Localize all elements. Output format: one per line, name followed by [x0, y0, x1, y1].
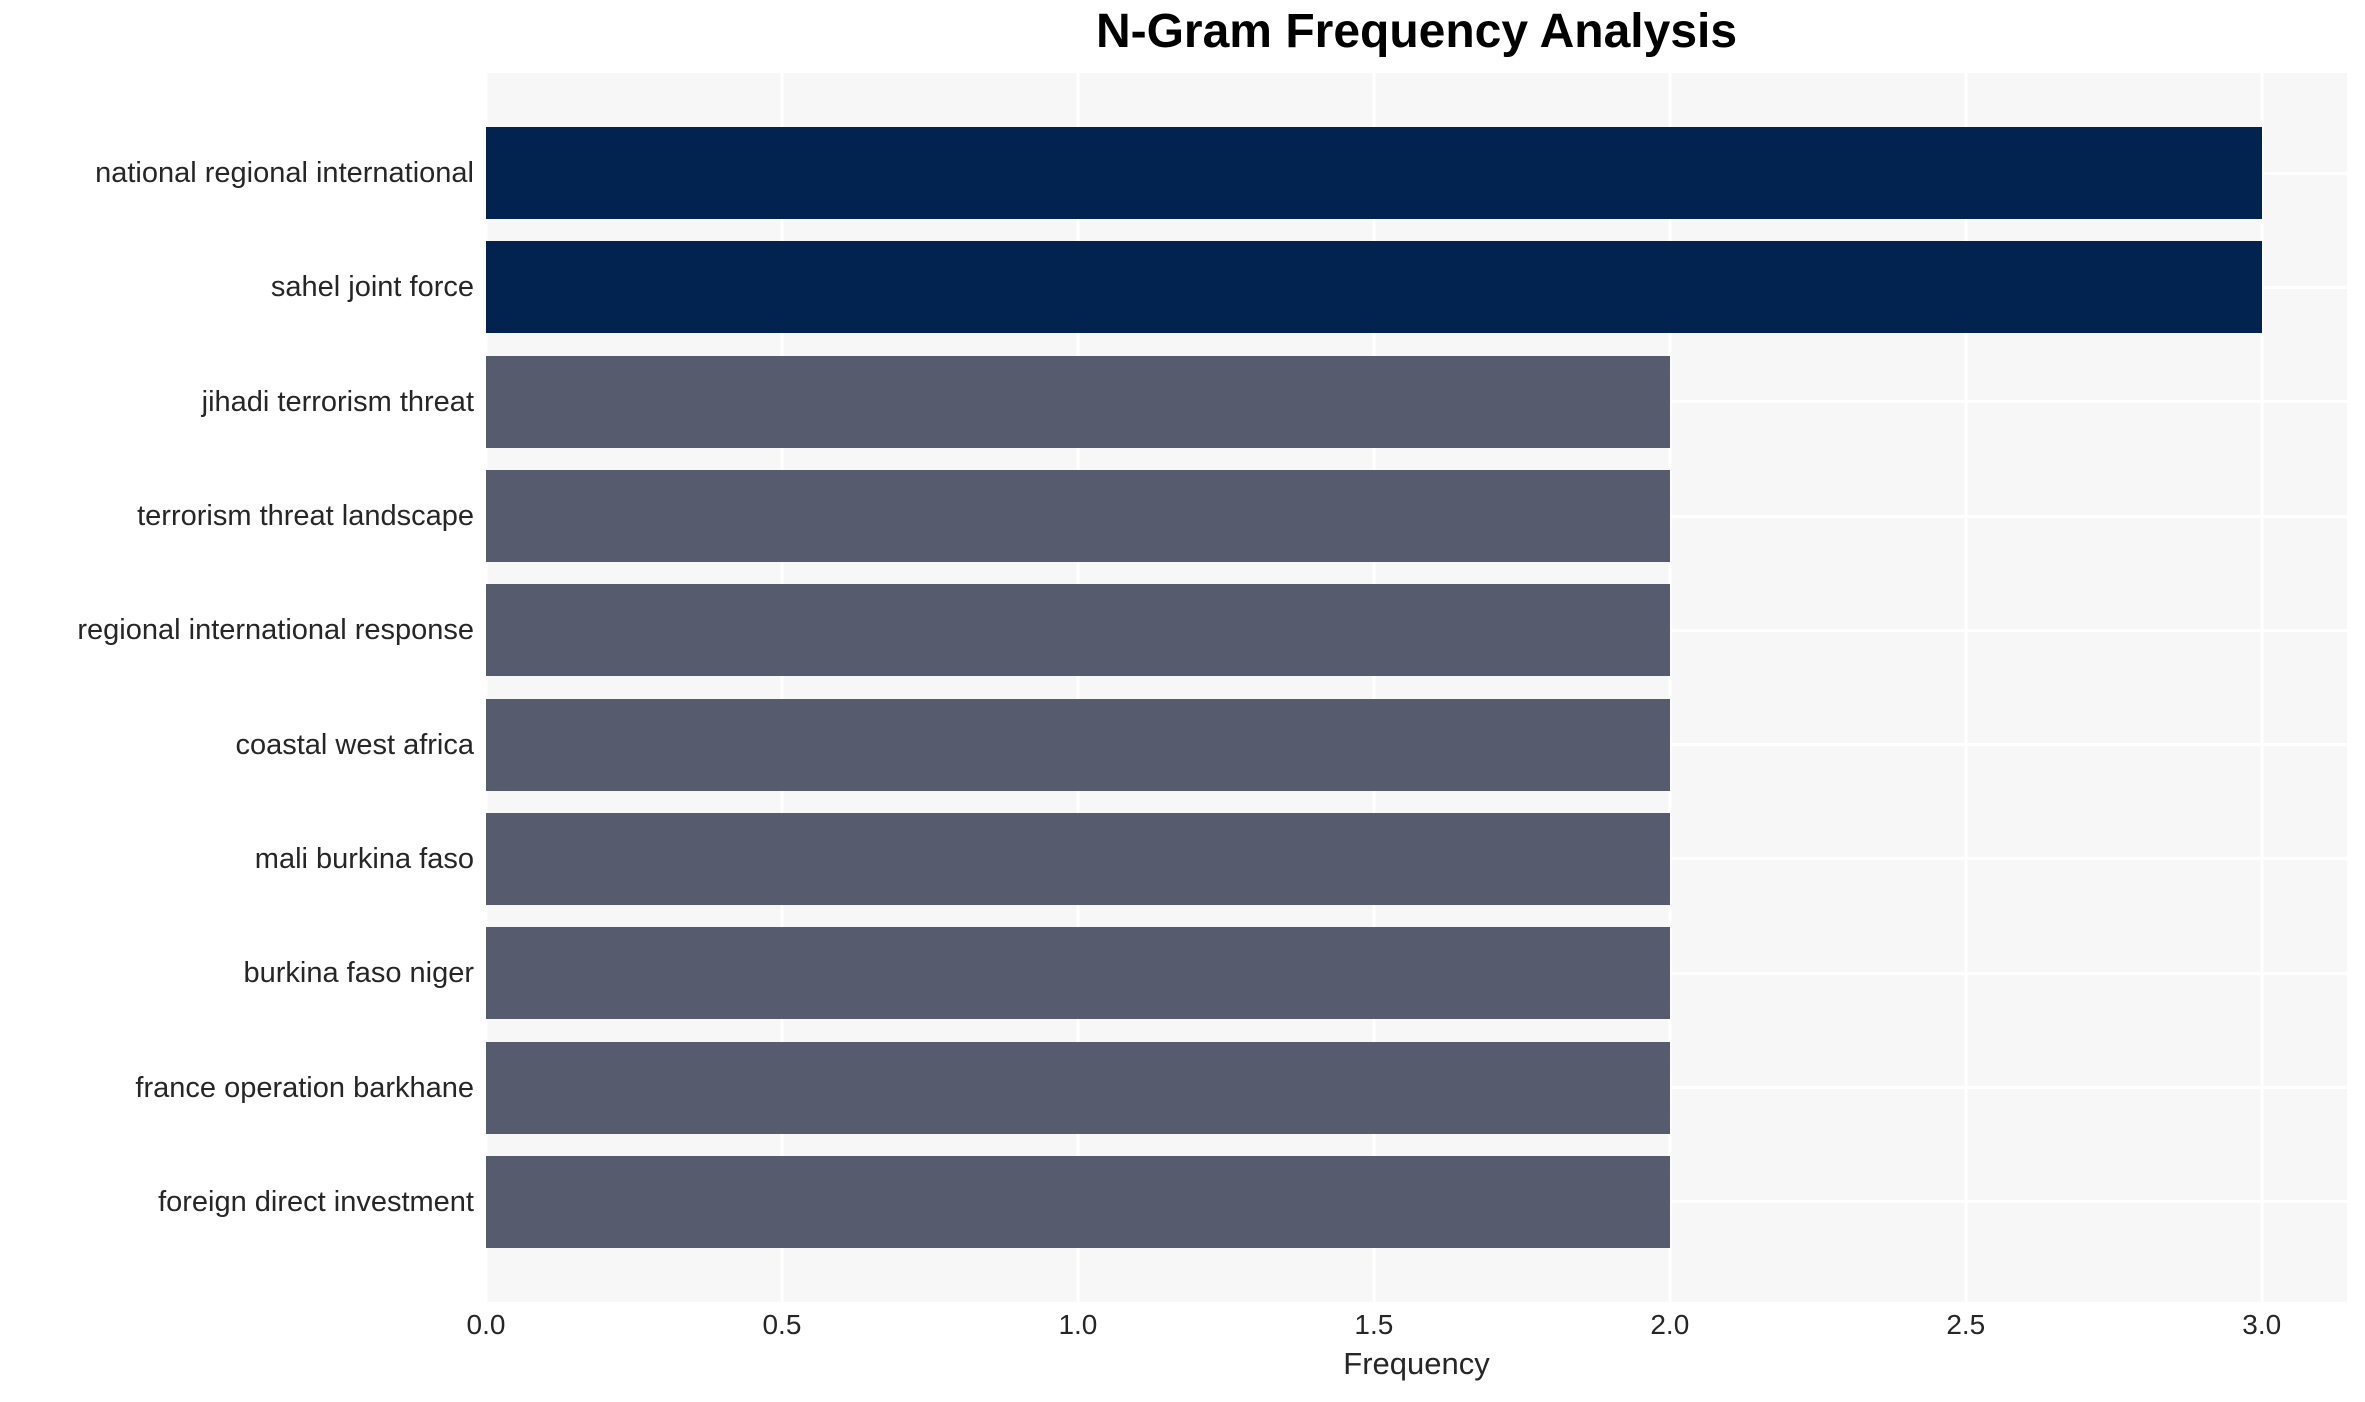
y-tick-label: coastal west africa	[235, 728, 474, 761]
y-tick-label: regional international response	[77, 614, 474, 647]
y-tick-label: burkina faso niger	[243, 957, 474, 990]
y-axis-labels: national regional international sahel joi…	[0, 73, 474, 1302]
y-tick-label: jihadi terrorism threat	[201, 385, 474, 418]
bar	[486, 584, 1670, 677]
gridline-vertical	[1668, 73, 1672, 1302]
gridline-vertical	[1372, 73, 1376, 1302]
x-tick-label: 1.0	[1058, 1309, 1098, 1340]
y-tick-label: mali burkina faso	[254, 842, 474, 875]
x-tick-label: 1.5	[1354, 1309, 1394, 1340]
bar	[486, 1155, 1670, 1248]
gridline-vertical	[2260, 73, 2264, 1302]
bar	[486, 470, 1670, 563]
x-axis-title: Frequency	[1343, 1346, 1490, 1381]
x-tick-label: 3.0	[2242, 1309, 2282, 1340]
x-tick-label: 2.0	[1650, 1309, 1690, 1340]
gridline-vertical	[1964, 73, 1968, 1302]
y-tick-label: france operation barkhane	[135, 1071, 474, 1104]
chart-title: N-Gram Frequency Analysis	[1095, 5, 1738, 58]
x-tick-label: 2.5	[1946, 1309, 1986, 1340]
plot-area	[484, 73, 2347, 1302]
gridline-vertical	[484, 73, 488, 1302]
x-axis-ticks: 0.0 0.5 1.0 1.5 2.0 2.5 3.0	[467, 1303, 2347, 1345]
x-tick-label: 0.0	[466, 1309, 506, 1340]
y-tick-label: national regional international	[95, 157, 474, 190]
bar	[486, 812, 1670, 905]
y-tick-label: sahel joint force	[270, 271, 474, 304]
bar	[486, 127, 2262, 220]
bar	[486, 927, 1670, 1020]
y-tick-label: foreign direct investment	[158, 1185, 474, 1218]
bar	[486, 355, 1670, 448]
y-tick-label: terrorism threat landscape	[137, 500, 474, 533]
gridline-vertical	[780, 73, 784, 1302]
gridline-vertical	[1076, 73, 1080, 1302]
bar	[486, 698, 1670, 791]
x-tick-label: 0.5	[762, 1309, 802, 1340]
bar	[486, 241, 2262, 334]
bar	[486, 1041, 1670, 1134]
